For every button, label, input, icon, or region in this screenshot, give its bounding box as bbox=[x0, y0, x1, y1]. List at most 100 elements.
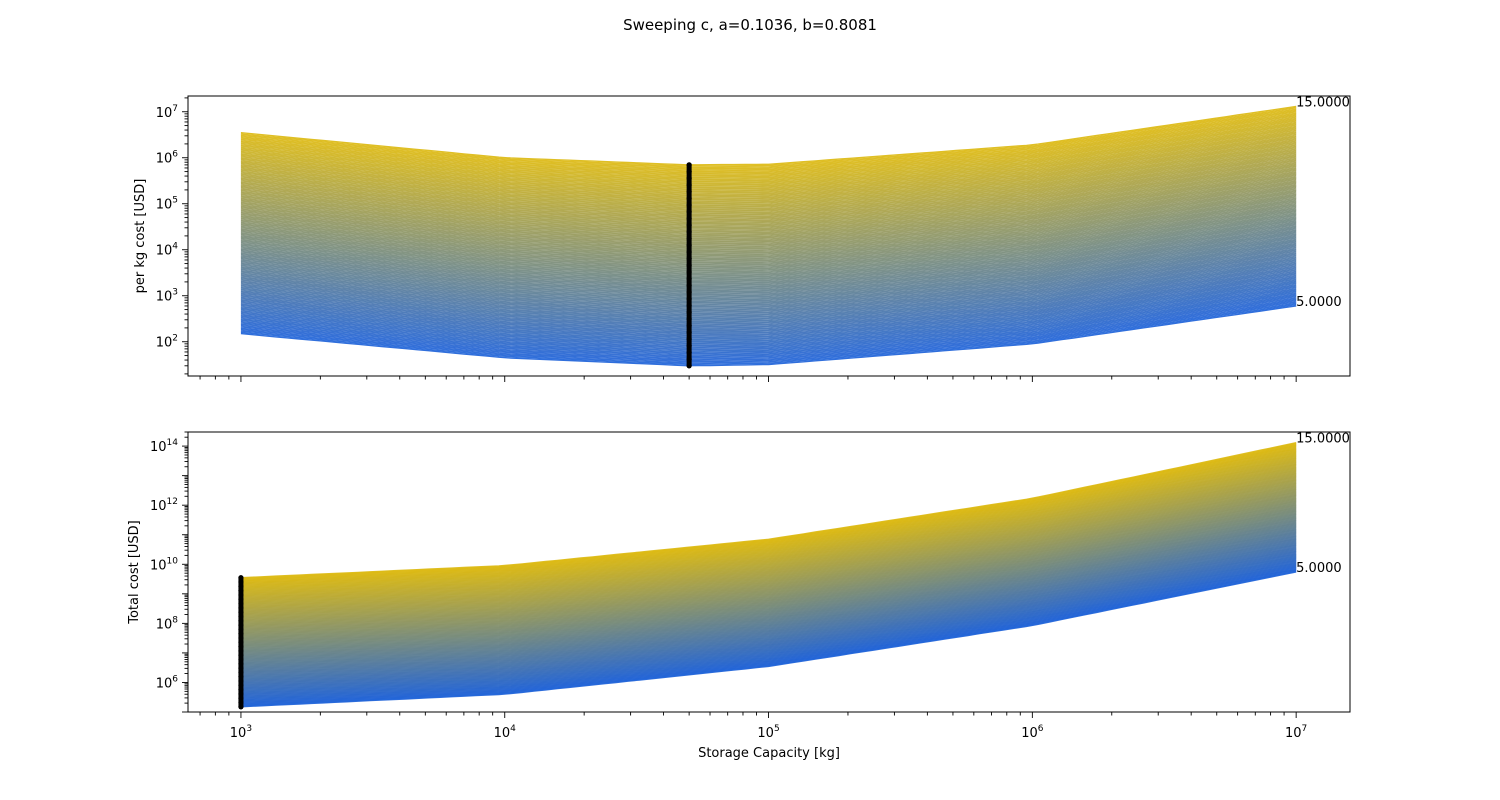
sweep-curve bbox=[240, 476, 1297, 613]
sweep-curve bbox=[240, 198, 1297, 260]
minimum-marker-point bbox=[686, 262, 692, 268]
sweep-curve bbox=[240, 125, 1297, 186]
sweep-curve bbox=[240, 550, 1297, 687]
per-kg-cost-y-ticks: 102 103 104 105 106 107 bbox=[156, 97, 188, 375]
minimum-marker-point bbox=[238, 695, 244, 701]
sweep-curve bbox=[240, 299, 1297, 361]
minimum-marker-point bbox=[238, 592, 244, 598]
sweep-curve bbox=[240, 185, 1297, 246]
sweep-curve bbox=[240, 116, 1297, 177]
sweep-curve bbox=[240, 252, 1297, 313]
sweep-curve bbox=[240, 536, 1297, 674]
sweep-curve bbox=[240, 293, 1297, 355]
minimum-marker-point bbox=[686, 256, 692, 262]
sweep-curve bbox=[240, 508, 1297, 645]
sweep-curve bbox=[240, 165, 1297, 226]
sweep-curve bbox=[240, 510, 1297, 647]
sweep-curve bbox=[240, 136, 1297, 197]
sweep-curve bbox=[240, 232, 1297, 293]
minimum-marker-point bbox=[238, 596, 244, 602]
minimum-marker-point bbox=[238, 643, 244, 650]
sweep-curve bbox=[240, 491, 1297, 628]
x-tick-label: 106 bbox=[1021, 724, 1044, 741]
minimum-marker-point bbox=[686, 235, 692, 242]
sweep-curve bbox=[240, 151, 1297, 211]
sweep-curve bbox=[240, 483, 1297, 620]
sweep-curve bbox=[240, 497, 1297, 634]
minimum-marker-point bbox=[238, 678, 244, 684]
sweep-curve bbox=[240, 541, 1297, 678]
sweep-curve bbox=[240, 521, 1297, 658]
sweep-curve bbox=[240, 119, 1297, 179]
sweep-curve bbox=[240, 141, 1297, 202]
sweep-curve bbox=[240, 513, 1297, 650]
sweep-curve bbox=[240, 280, 1297, 341]
total-cost-end-labels: 15.0000 5.0000 bbox=[1296, 432, 1350, 576]
sweep-curve bbox=[240, 562, 1297, 699]
x-tick-label: 107 bbox=[1285, 724, 1307, 741]
sweep-curve bbox=[240, 540, 1297, 677]
sweep-curve bbox=[240, 145, 1297, 206]
sweep-curve bbox=[240, 524, 1297, 661]
sweep-curve bbox=[240, 244, 1297, 305]
sweep-curve bbox=[240, 210, 1297, 272]
sweep-curve bbox=[240, 473, 1297, 610]
minimum-marker-point bbox=[686, 336, 692, 342]
total-cost-y-ticks: 106 108 1010 1012 1014 bbox=[150, 431, 188, 713]
sweep-curve bbox=[240, 127, 1297, 187]
sweep-curve bbox=[240, 132, 1297, 193]
minimum-marker-point bbox=[686, 302, 692, 309]
sweep-curve bbox=[240, 565, 1297, 702]
sweep-curve bbox=[240, 531, 1297, 668]
sweep-curve bbox=[240, 159, 1297, 220]
minimum-marker-point bbox=[686, 363, 692, 369]
sweep-curve bbox=[240, 498, 1297, 636]
minimum-marker-point bbox=[686, 276, 692, 282]
minimum-marker-point bbox=[686, 209, 692, 215]
sweep-curve bbox=[240, 241, 1297, 303]
sweep-curve bbox=[240, 236, 1297, 297]
sweep-curve bbox=[240, 520, 1297, 657]
sweep-curve bbox=[240, 446, 1297, 583]
minimum-marker-point bbox=[686, 296, 692, 302]
sweep-curve bbox=[240, 549, 1297, 686]
sweep-curve bbox=[240, 530, 1297, 668]
sweep-curve bbox=[240, 522, 1297, 659]
sweep-curve bbox=[240, 139, 1297, 199]
sweep-curve bbox=[240, 117, 1297, 178]
sweep-curve bbox=[240, 517, 1297, 655]
sweep-curve bbox=[240, 174, 1297, 236]
sweep-curve bbox=[240, 135, 1297, 196]
sweep-curve bbox=[240, 128, 1297, 189]
sweep-curve bbox=[240, 488, 1297, 625]
minimum-marker-point bbox=[238, 605, 244, 611]
minimum-marker-point bbox=[686, 329, 692, 335]
sweep-curve bbox=[240, 518, 1297, 655]
sweep-curve bbox=[240, 468, 1297, 606]
minimum-marker-point bbox=[238, 575, 244, 581]
sweep-curve bbox=[240, 448, 1297, 586]
minimum-marker-point bbox=[238, 656, 244, 663]
sweep-curve bbox=[240, 517, 1297, 654]
minimum-marker-point bbox=[238, 618, 244, 624]
sweep-curve bbox=[240, 273, 1297, 335]
total-cost-minimum-marker bbox=[238, 575, 244, 710]
sweep-curve bbox=[240, 303, 1297, 365]
sweep-curve bbox=[240, 480, 1297, 618]
minimum-marker-point bbox=[686, 289, 692, 295]
sweep-curve bbox=[240, 457, 1297, 594]
sweep-curve bbox=[240, 290, 1297, 352]
sweep-curve bbox=[240, 456, 1297, 594]
sweep-curve bbox=[240, 111, 1297, 171]
sweep-curve bbox=[240, 152, 1297, 213]
sweep-curve bbox=[240, 478, 1297, 615]
sweep-curve bbox=[240, 467, 1297, 605]
sweep-curve bbox=[240, 153, 1297, 214]
sweep-curve bbox=[240, 105, 1297, 166]
sweep-curve bbox=[240, 181, 1297, 242]
sweep-curve bbox=[240, 266, 1297, 328]
sweep-curve bbox=[240, 176, 1297, 237]
sweep-curve bbox=[240, 163, 1297, 224]
sweep-curve bbox=[240, 455, 1297, 592]
sweep-curve bbox=[240, 305, 1297, 367]
